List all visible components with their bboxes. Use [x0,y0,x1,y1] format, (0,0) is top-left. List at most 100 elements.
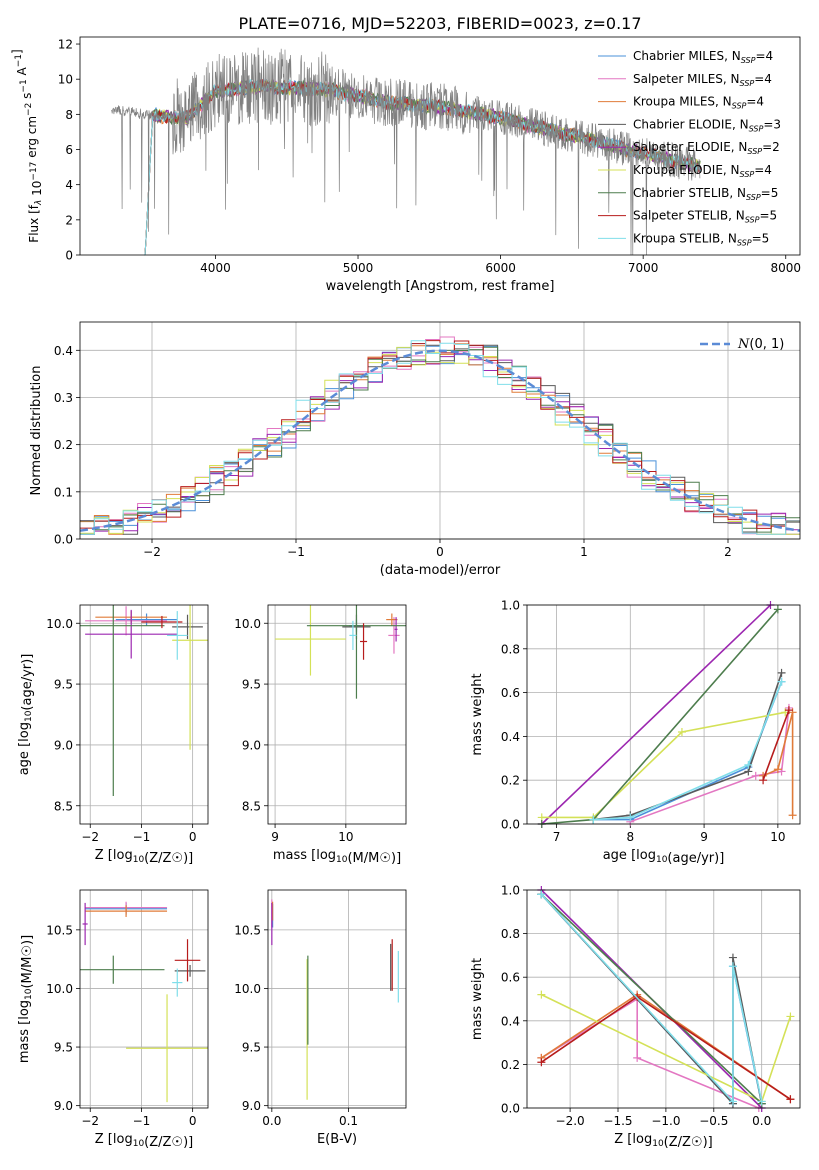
x-tick-label: 0 [436,545,444,559]
y-tick-label: 0.6 [501,971,520,985]
x-tick-label: −1 [133,1114,151,1128]
x-tick-label: 8000 [770,261,801,275]
y-tick-label: 10.0 [46,982,73,996]
y-tick-label: 9.0 [242,1099,261,1113]
mass-vs-z-points [80,901,208,1103]
y-tick-label: 10.5 [46,923,73,937]
x-tick-label: −2 [143,545,161,559]
axes-frame [526,604,801,825]
weight-line-salpeter-miles [540,997,760,1109]
weight-marker [537,990,546,999]
figure-title: PLATE=0716, MJD=52203, FIBERID=0023, z=0… [238,14,641,33]
x-tick-label: −2.0 [556,1114,585,1128]
weight-line-chabrier-elodie [593,672,783,821]
age-vs-z-xlabel: Z [log10(Z/Z☉)] [95,848,193,866]
y-tick-label: 0.8 [501,927,520,941]
panels-layer: 4000 5000 6000 7000 8000024681012wavelength … [10,36,801,1150]
weight-vs-z-series [537,886,795,1112]
weight-marker [633,1053,642,1062]
y-tick-label: 1.0 [501,599,520,613]
x-tick-label: −2 [81,1114,99,1128]
x-tick-label: 0.1 [339,1114,358,1128]
weight-marker [786,1012,795,1021]
mass-vs-ebv-axes: 0.0 0.1 9.0 9.5 10.0 10.5 [234,890,406,1128]
weight-marker [589,815,598,824]
spectrum-legend: Chabrier MILES, NSSP=4 Salpeter MILES, NS… [598,49,781,247]
spectrum-xlabel: wavelength [Angstrom, rest frame] [326,279,555,294]
x-tick-label: 9 [700,830,708,844]
residuals-axes: −2 −1 0 1 2 0.0 0.1 0.2 0.3 0.4 [54,322,800,559]
spectrum-ylabel: Flux [fλ 10−17 erg cm−2 s−1 A−1] [10,49,44,242]
x-tick-label: 7000 [628,261,659,275]
weight-line-kroupa-miles [762,712,794,816]
weight-marker [728,953,737,962]
residual-hist-chabrier-stelib [80,346,800,533]
residuals-ylabel: Normed distribution [29,366,44,496]
age-vs-mass-xlabel: mass [log10(M/M☉)] [273,848,401,866]
weight-marker [728,962,737,971]
y-tick-label: 9.0 [54,1099,73,1113]
mass-vs-ebv-points [271,899,399,1100]
weight-vs-z-xlabel: Z [log10(Z/Z☉)] [614,1132,712,1150]
axes-frame [79,36,801,256]
legend-entry: Kroupa MILES, NSSP=4 [633,95,764,111]
spectrum-data-line [111,47,701,256]
axes-frame [267,889,407,1109]
weight-marker [757,1097,766,1106]
x-tick-label: 10 [770,830,785,844]
y-tick-label: 2 [65,213,73,227]
y-tick-label: 12 [58,38,73,52]
x-tick-label: −2 [81,830,99,844]
y-tick-label: 8.5 [54,799,73,813]
weight-marker [744,760,753,769]
axes-frame [79,321,801,540]
weight-vs-age-series [537,601,797,828]
y-tick-label: 9.0 [242,738,261,752]
axes-frame [267,604,407,825]
y-tick-label: 0.0 [501,818,520,832]
weight-line-chabrier-stelib [540,893,763,1105]
legend-entry: Chabrier STELIB, NSSP=5 [633,186,778,202]
y-tick-label: 6 [65,143,73,157]
x-tick-label: 0.0 [752,1114,771,1128]
y-tick-label: 1.0 [501,884,520,898]
x-tick-label: −1 [133,830,151,844]
weight-marker [788,708,797,717]
weight-marker [788,811,797,820]
y-tick-label: 8.5 [242,799,261,813]
weight-marker [777,677,786,686]
weight-marker [773,605,782,614]
y-tick-label: 0.0 [501,1102,520,1116]
spectrum-axes: 4000 5000 6000 7000 8000 0 2 4 6 8 10 12 [58,38,801,275]
y-tick-label: 9.5 [54,1041,73,1055]
y-tick-label: 0.3 [54,391,73,405]
weight-line-salpeter-elodie [541,604,772,825]
x-tick-label: −1 [287,545,305,559]
x-tick-label: 1 [580,545,588,559]
x-tick-label: 0.0 [262,1114,281,1128]
x-tick-label: 10 [338,830,353,844]
weight-marker [677,728,686,737]
y-tick-label: 0.0 [54,533,73,547]
x-tick-label: −1.0 [651,1114,680,1128]
y-tick-label: 10.5 [234,923,261,937]
x-tick-label: 6000 [485,261,516,275]
x-tick-label: 8 [626,830,634,844]
age-vs-mass-axes: 9 10 8.5 9.0 9.5 10.0 [234,605,406,844]
weight-vs-age-ylabel: mass weight [470,673,485,755]
legend-entry: Chabrier MILES, NSSP=4 [633,49,773,65]
weight-marker [537,1058,546,1067]
weight-marker [728,1097,737,1106]
y-tick-label: 9.5 [54,678,73,692]
y-tick-label: 10.0 [234,617,261,631]
x-tick-label: −1.5 [603,1114,632,1128]
y-tick-label: 9.0 [54,738,73,752]
axes-frame [79,889,209,1109]
mass-vs-z-axes: −2 −1 0 9.0 9.5 10.0 10.5 [46,890,208,1128]
y-tick-label: 9.5 [242,678,261,692]
legend-entry: N(0, 1) [737,337,784,352]
normal-curve [79,349,801,532]
age-vs-z-axes: −2 −1 0 8.5 9.0 9.5 10.0 [46,605,208,844]
weight-marker [537,890,546,899]
